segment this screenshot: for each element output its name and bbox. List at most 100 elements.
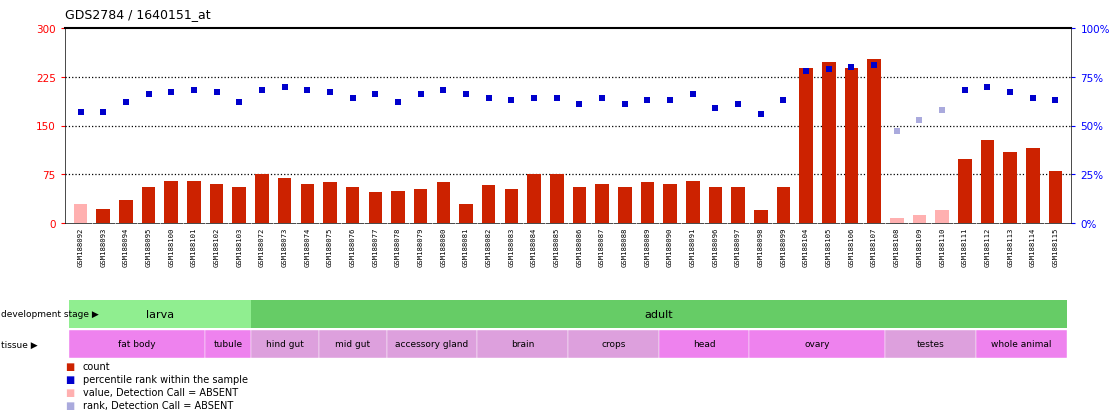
Bar <box>885 330 976 358</box>
Bar <box>573 188 586 223</box>
Bar <box>414 189 427 223</box>
Text: GSM188076: GSM188076 <box>349 227 356 266</box>
Text: mid gut: mid gut <box>335 339 371 349</box>
Text: GSM188096: GSM188096 <box>712 227 719 266</box>
Bar <box>69 330 205 358</box>
Bar <box>436 183 450 223</box>
Bar <box>69 300 251 328</box>
Bar <box>913 216 926 223</box>
Text: larva: larva <box>146 309 174 319</box>
Bar <box>74 204 87 223</box>
Bar <box>750 330 885 358</box>
Text: GSM188114: GSM188114 <box>1030 227 1036 266</box>
Text: GSM188078: GSM188078 <box>395 227 401 266</box>
Text: GSM188107: GSM188107 <box>872 227 877 266</box>
Text: accessory gland: accessory gland <box>395 339 469 349</box>
Text: GSM188072: GSM188072 <box>259 227 264 266</box>
Text: GSM188098: GSM188098 <box>758 227 763 266</box>
Bar <box>754 211 768 223</box>
Bar <box>618 188 632 223</box>
Bar <box>777 188 790 223</box>
Bar <box>822 63 836 223</box>
Text: GSM188084: GSM188084 <box>531 227 537 266</box>
Bar <box>300 185 314 223</box>
Text: GSM188101: GSM188101 <box>191 227 196 266</box>
Text: hind gut: hind gut <box>266 339 304 349</box>
Bar <box>482 186 496 223</box>
Text: GSM188097: GSM188097 <box>735 227 741 266</box>
Text: whole animal: whole animal <box>991 339 1051 349</box>
Bar <box>845 69 858 223</box>
Bar <box>205 330 251 358</box>
Text: GSM188108: GSM188108 <box>894 227 899 266</box>
Text: GSM188077: GSM188077 <box>373 227 378 266</box>
Text: head: head <box>693 339 715 349</box>
Bar <box>731 188 744 223</box>
Text: crops: crops <box>602 339 626 349</box>
Text: GSM188105: GSM188105 <box>826 227 831 266</box>
Text: development stage ▶: development stage ▶ <box>1 310 99 319</box>
Bar <box>164 181 179 223</box>
Text: tissue ▶: tissue ▶ <box>1 339 38 349</box>
Bar <box>1049 171 1062 223</box>
Text: value, Detection Call = ABSENT: value, Detection Call = ABSENT <box>83 387 238 397</box>
Text: GSM188080: GSM188080 <box>441 227 446 266</box>
Text: GSM188082: GSM188082 <box>485 227 492 266</box>
Text: count: count <box>83 361 110 371</box>
Text: GSM188079: GSM188079 <box>417 227 424 266</box>
Text: GSM188085: GSM188085 <box>554 227 560 266</box>
Text: GSM188083: GSM188083 <box>509 227 514 266</box>
Bar <box>935 211 949 223</box>
Bar <box>981 140 994 223</box>
Bar <box>187 181 201 223</box>
Bar <box>96 209 110 223</box>
Bar <box>595 185 609 223</box>
Bar <box>1026 149 1040 223</box>
Bar <box>641 183 654 223</box>
Text: adult: adult <box>644 309 673 319</box>
Bar <box>251 300 1067 328</box>
Bar <box>256 175 269 223</box>
Text: GDS2784 / 1640151_at: GDS2784 / 1640151_at <box>65 8 210 21</box>
Bar <box>392 191 405 223</box>
Text: GSM188093: GSM188093 <box>100 227 106 266</box>
Text: tubule: tubule <box>213 339 242 349</box>
Bar <box>527 175 541 223</box>
Text: GSM188111: GSM188111 <box>962 227 968 266</box>
Text: ■: ■ <box>65 374 74 384</box>
Bar <box>658 330 750 358</box>
Text: GSM188081: GSM188081 <box>463 227 469 266</box>
Text: GSM188115: GSM188115 <box>1052 227 1058 266</box>
Bar <box>346 188 359 223</box>
Bar <box>663 185 677 223</box>
Bar <box>867 60 881 223</box>
Text: ovary: ovary <box>805 339 830 349</box>
Text: GSM188091: GSM188091 <box>690 227 695 266</box>
Text: GSM188103: GSM188103 <box>237 227 242 266</box>
Bar <box>1003 152 1017 223</box>
Text: GSM188073: GSM188073 <box>281 227 288 266</box>
Text: GSM188102: GSM188102 <box>213 227 220 266</box>
Text: ■: ■ <box>65 400 74 410</box>
Text: GSM188094: GSM188094 <box>123 227 129 266</box>
Bar <box>568 330 658 358</box>
Text: GSM188113: GSM188113 <box>1007 227 1013 266</box>
Bar <box>368 193 382 223</box>
Bar <box>976 330 1067 358</box>
Bar <box>958 160 972 223</box>
Bar <box>278 178 291 223</box>
Text: GSM188090: GSM188090 <box>667 227 673 266</box>
Text: ■: ■ <box>65 387 74 397</box>
Text: GSM188095: GSM188095 <box>145 227 152 266</box>
Text: GSM188112: GSM188112 <box>984 227 991 266</box>
Text: GSM188092: GSM188092 <box>78 227 84 266</box>
Text: rank, Detection Call = ABSENT: rank, Detection Call = ABSENT <box>83 400 233 410</box>
Text: brain: brain <box>511 339 535 349</box>
Bar <box>324 183 337 223</box>
Text: percentile rank within the sample: percentile rank within the sample <box>83 374 248 384</box>
Bar <box>386 330 478 358</box>
Bar <box>709 188 722 223</box>
Bar <box>504 189 518 223</box>
Text: GSM188106: GSM188106 <box>848 227 855 266</box>
Text: testes: testes <box>917 339 944 349</box>
